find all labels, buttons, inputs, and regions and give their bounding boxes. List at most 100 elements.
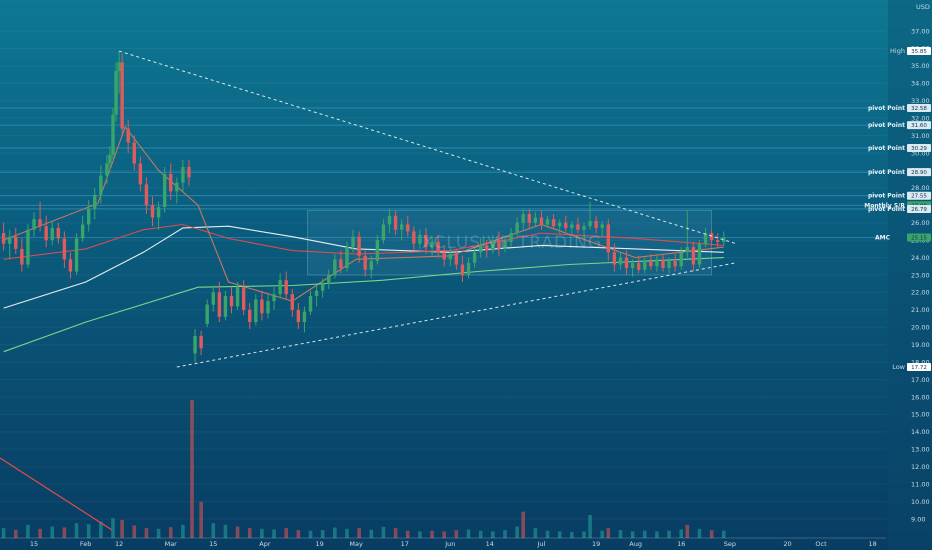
candle-body (105, 163, 109, 176)
volume-bar (308, 530, 313, 538)
level-value: 26.79 (911, 207, 927, 213)
candle-body (715, 240, 720, 242)
y-tick-label: 11.00 (911, 480, 930, 488)
y-tick-label: 19.00 (911, 341, 930, 349)
volume-bar (50, 526, 55, 538)
candle-body (235, 287, 240, 307)
candle-body (211, 292, 215, 305)
volume-bar (600, 530, 605, 538)
volume-bar (86, 524, 91, 538)
y-tick-label: 14.00 (911, 428, 930, 436)
candle-body (272, 294, 276, 302)
candle-body (539, 217, 544, 225)
candle-body (187, 166, 191, 178)
volume-bar (296, 530, 301, 538)
y-tick-label: 9.00 (911, 515, 925, 523)
candle-body (424, 234, 428, 248)
volume-bar (99, 521, 103, 538)
y-axis[interactable]: USD 9.00 10.00 11.00 12.00 13.00 14.00 15.00 16.… (888, 0, 932, 550)
grid (0, 30, 886, 520)
candle-body (99, 175, 103, 195)
candle-body (278, 280, 282, 295)
level-label: High (890, 47, 905, 55)
candle-body (387, 215, 392, 225)
candle-body (570, 224, 574, 228)
candle-body (284, 280, 288, 295)
candle-body (679, 252, 683, 267)
moving-average-line (3, 125, 724, 302)
volume-bar (168, 527, 173, 538)
volume-bar (655, 531, 659, 538)
y-tick-label: 35.00 (911, 62, 930, 70)
volume-bar (235, 526, 240, 538)
x-tick-label: 20 (783, 540, 791, 548)
candle-body (111, 114, 115, 155)
candle-body (320, 283, 325, 291)
candle-body (667, 261, 671, 269)
y-tick-label: 31.00 (911, 132, 930, 140)
candle-body (138, 163, 143, 185)
candle-body (503, 241, 507, 249)
y-tick-label: 18.00 (911, 358, 930, 366)
candle-body (655, 259, 659, 267)
volume-bar (618, 530, 623, 538)
x-axis[interactable]: 15 Feb 12 Mar 15 Apr 19 May 17 Jun 14 Jul 19 Aug 16 Sep… (0, 537, 886, 548)
candle-body (14, 236, 18, 249)
y-tick-label: 10.00 (911, 498, 930, 506)
x-tick-label: Oct (815, 540, 827, 548)
candle-body (618, 257, 623, 265)
y-tick-label: 15.00 (911, 411, 930, 419)
moving-averages (3, 125, 724, 353)
candle-body (636, 262, 641, 270)
y-tick-label: 30.00 (911, 149, 930, 157)
volume-bar (156, 528, 161, 538)
candle-body (20, 248, 24, 265)
candle-body (576, 224, 580, 230)
candle-body (1, 233, 6, 244)
level-value: 31.60 (911, 123, 927, 129)
level-value-badge (907, 204, 931, 213)
volume-bar (211, 523, 216, 538)
candle-body (217, 292, 222, 317)
candle-body (582, 226, 586, 230)
candles (1, 51, 726, 363)
volume-bar (393, 528, 398, 538)
trendlines (118, 50, 737, 368)
y-tick-label: 24.00 (911, 254, 930, 262)
candle-body (120, 62, 124, 129)
level-value-badge (907, 168, 931, 177)
level-value: 25.15 (911, 236, 927, 242)
candle-body (436, 241, 440, 253)
level-label: pivot Point (868, 206, 905, 213)
candle-body (26, 229, 30, 265)
volume-bar (181, 524, 185, 538)
volume-bar (685, 524, 690, 538)
volume-bar (199, 501, 203, 538)
volume-bar (357, 528, 361, 538)
candle-body (703, 233, 708, 244)
candle-body (515, 222, 519, 234)
candle-body (302, 311, 307, 323)
candle-body (709, 233, 714, 241)
candle-body (290, 294, 294, 310)
volume-bar (284, 528, 289, 538)
candle-body (144, 184, 149, 206)
volume-bar (478, 530, 483, 538)
candle-body (150, 205, 155, 218)
x-tick-label: Mar (165, 540, 178, 548)
level-label: pivot Point (868, 193, 905, 200)
x-tick-label: Sep (724, 540, 736, 548)
level-label: AMC (875, 235, 891, 242)
volume-bar (320, 530, 325, 538)
candle-body (485, 245, 489, 251)
level-label: pivot Point (868, 122, 905, 129)
candle-body (624, 257, 629, 269)
volume-bars (1, 400, 726, 538)
candle-body (606, 224, 610, 253)
volume-bar (381, 526, 386, 538)
currency-label: USD (916, 3, 930, 11)
volume-bar (570, 532, 574, 538)
candle-body (132, 142, 136, 164)
candle-body (691, 247, 696, 265)
